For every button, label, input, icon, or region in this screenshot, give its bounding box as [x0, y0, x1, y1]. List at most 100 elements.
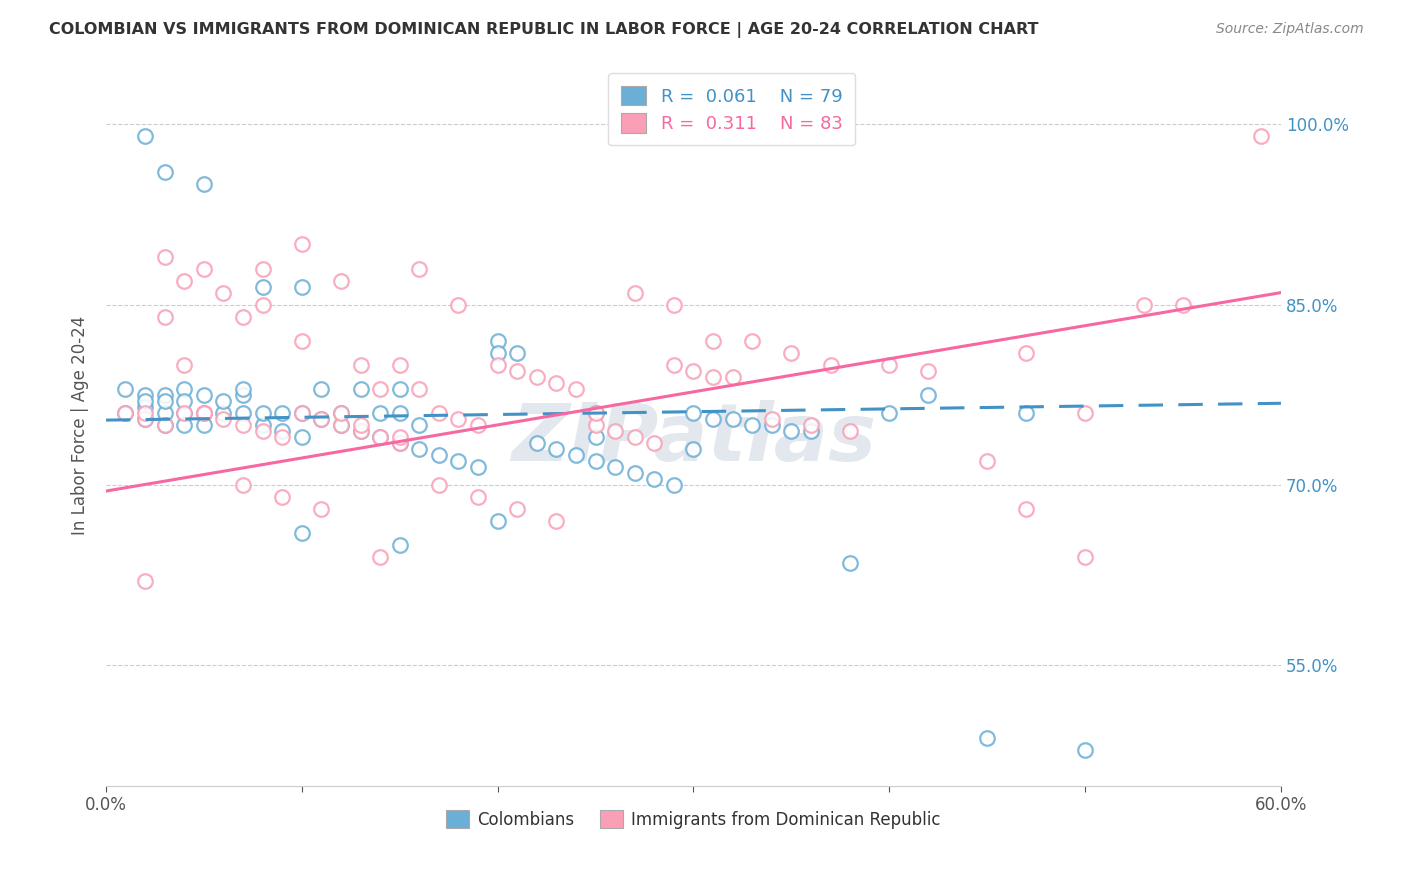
Point [565, 382, 588, 396]
Point [271, 424, 294, 438]
Point [467, 490, 489, 504]
Point [976, 454, 998, 468]
Point [193, 406, 215, 420]
Point [212, 285, 235, 300]
Point [232, 382, 254, 396]
Point [252, 298, 274, 312]
Point [427, 478, 450, 492]
Point [153, 388, 176, 402]
Point [643, 472, 665, 486]
Point [368, 430, 391, 444]
Point [447, 298, 470, 312]
Point [173, 417, 195, 432]
Point [585, 406, 607, 420]
Point [877, 358, 900, 372]
Point [427, 448, 450, 462]
Point [546, 514, 568, 528]
Point [349, 424, 371, 438]
Point [271, 490, 294, 504]
Point [623, 466, 645, 480]
Point [271, 406, 294, 420]
Point [388, 436, 411, 450]
Point [153, 250, 176, 264]
Point [193, 417, 215, 432]
Point [506, 502, 529, 516]
Point [134, 400, 156, 414]
Point [153, 393, 176, 408]
Point [1074, 406, 1097, 420]
Point [134, 388, 156, 402]
Point [467, 417, 489, 432]
Point [623, 430, 645, 444]
Point [585, 454, 607, 468]
Point [623, 285, 645, 300]
Point [349, 358, 371, 372]
Point [212, 393, 235, 408]
Point [662, 298, 685, 312]
Point [311, 382, 333, 396]
Point [368, 430, 391, 444]
Point [368, 382, 391, 396]
Point [780, 345, 803, 359]
Point [193, 261, 215, 276]
Point [526, 436, 548, 450]
Point [252, 424, 274, 438]
Point [682, 364, 704, 378]
Point [761, 412, 783, 426]
Point [232, 388, 254, 402]
Point [702, 412, 724, 426]
Point [506, 364, 529, 378]
Point [486, 334, 509, 348]
Point [291, 430, 314, 444]
Point [447, 454, 470, 468]
Point [173, 274, 195, 288]
Point [193, 388, 215, 402]
Point [761, 417, 783, 432]
Point [252, 279, 274, 293]
Point [1015, 406, 1038, 420]
Point [427, 406, 450, 420]
Point [662, 478, 685, 492]
Point [741, 417, 763, 432]
Point [291, 406, 314, 420]
Point [329, 406, 352, 420]
Point [839, 424, 862, 438]
Point [153, 417, 176, 432]
Point [877, 406, 900, 420]
Point [486, 514, 509, 528]
Point [702, 334, 724, 348]
Point [252, 261, 274, 276]
Point [603, 460, 626, 475]
Text: Source: ZipAtlas.com: Source: ZipAtlas.com [1216, 22, 1364, 37]
Point [252, 417, 274, 432]
Point [153, 406, 176, 420]
Point [820, 358, 842, 372]
Point [565, 448, 588, 462]
Point [368, 550, 391, 565]
Point [408, 261, 430, 276]
Point [252, 406, 274, 420]
Point [780, 424, 803, 438]
Point [212, 406, 235, 420]
Point [388, 406, 411, 420]
Point [291, 237, 314, 252]
Point [329, 417, 352, 432]
Point [1015, 502, 1038, 516]
Point [388, 430, 411, 444]
Point [134, 393, 156, 408]
Point [1133, 298, 1156, 312]
Point [134, 406, 156, 420]
Point [291, 334, 314, 348]
Point [173, 382, 195, 396]
Point [486, 358, 509, 372]
Point [173, 393, 195, 408]
Point [388, 382, 411, 396]
Text: ZIPatlas: ZIPatlas [510, 401, 876, 478]
Point [134, 129, 156, 144]
Legend: Colombians, Immigrants from Dominican Republic: Colombians, Immigrants from Dominican Re… [439, 803, 948, 835]
Point [349, 417, 371, 432]
Point [114, 382, 136, 396]
Point [114, 406, 136, 420]
Point [349, 424, 371, 438]
Point [917, 364, 939, 378]
